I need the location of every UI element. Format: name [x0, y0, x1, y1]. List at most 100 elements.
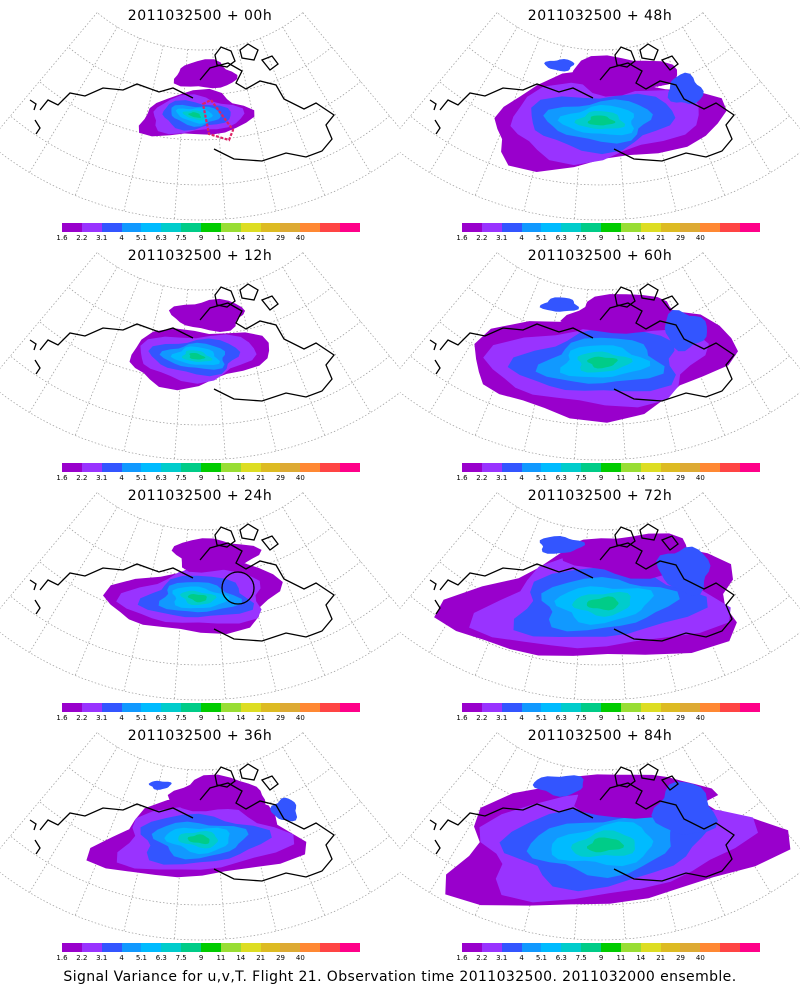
latitude-circle — [39, 321, 361, 381]
coastline — [429, 523, 735, 642]
colorbar-swatch — [501, 463, 522, 472]
colorbar-swatch — [581, 223, 602, 232]
meridian-line — [0, 252, 98, 369]
meridian-line — [0, 732, 98, 849]
colorbar-tick-label: 7.5 — [575, 234, 587, 242]
colorbar-tick-label: 1.6 — [456, 234, 468, 242]
colorbar-tick-label: 7.5 — [575, 474, 587, 482]
colorbar-swatch — [740, 703, 760, 712]
meridian-line — [429, 506, 518, 653]
colorbar-swatch — [720, 703, 741, 712]
colorbar-swatch — [620, 943, 641, 952]
meridian-line — [682, 26, 771, 173]
flight-track — [201, 98, 235, 142]
colorbar-swatch — [141, 943, 162, 952]
colorbar-swatch — [260, 943, 281, 952]
colorbar-tick-label: 1.6 — [56, 474, 68, 482]
colorbar-tick-label: 6.3 — [555, 954, 567, 962]
latitude-circle — [439, 81, 761, 141]
coastline-asia — [39, 563, 194, 591]
colorbar-swatch — [260, 703, 281, 712]
map-panel: 2011032500 + 72h 1.6 2.2 3.1 4 5.1 6.3 7.5 9 11 14… — [400, 480, 800, 722]
variance-contour — [656, 546, 711, 596]
coastline-north-america — [599, 302, 735, 402]
latitude-circle — [39, 801, 361, 861]
coastline-asia — [439, 83, 594, 111]
latitude-circle — [496, 492, 704, 531]
meridian-line — [0, 12, 98, 129]
colorbar-swatch — [541, 223, 562, 232]
colorbar-ticks: 1.6 2.2 3.1 4 5.1 6.3 7.5 9 11 14 21 29 40 — [56, 954, 360, 964]
colorbar-swatch — [201, 943, 221, 952]
colorbar-swatch — [581, 463, 602, 472]
colorbar-tick-label: 21 — [256, 474, 266, 482]
coastline-arctic-islands — [614, 763, 679, 791]
meridian-line — [702, 12, 800, 129]
colorbar-swatch — [700, 223, 721, 232]
colorbar-tick-label: 29 — [276, 234, 285, 242]
latitude-circle — [410, 355, 790, 426]
variance-contour — [148, 780, 172, 790]
colorbar-tick-label: 9 — [598, 714, 604, 722]
colorbar-tick-label: 40 — [295, 474, 305, 482]
map-plot — [400, 252, 800, 461]
meridian-line — [400, 492, 498, 609]
colorbar-swatch — [660, 223, 681, 232]
colorbar-tick-label: 9 — [198, 714, 204, 722]
coastline-kamchatka — [429, 99, 441, 135]
colorbar-swatch — [462, 943, 482, 952]
colorbar-tick-label: 1.6 — [56, 714, 68, 722]
colorbar-swatch — [700, 943, 721, 952]
coastline-kamchatka — [429, 579, 441, 615]
coastline-arctic-islands — [214, 523, 279, 551]
colorbar-swatch — [280, 943, 301, 952]
colorbar-ticks: 1.6 2.2 3.1 4 5.1 6.3 7.5 9 11 14 21 29 40 — [56, 474, 360, 484]
variance-contour — [539, 536, 586, 554]
colorbar-tick-label: 40 — [295, 954, 305, 962]
colorbar-swatch — [121, 223, 142, 232]
colorbar-tick-label: 11 — [216, 474, 226, 482]
colorbar-ticks: 1.6 2.2 3.1 4 5.1 6.3 7.5 9 11 14 21 29 40 — [456, 234, 760, 244]
colorbar-swatch — [700, 703, 721, 712]
latitude-circle — [0, 391, 400, 461]
colorbar-tick-label: 4 — [519, 954, 524, 962]
meridian-line — [260, 277, 326, 436]
colorbar — [62, 223, 360, 232]
colorbar-tick-label: 4 — [119, 954, 124, 962]
meridian-line — [302, 492, 400, 609]
colorbar-swatch — [81, 463, 102, 472]
colorbar-tick-label: 5.1 — [135, 954, 148, 962]
colorbar-swatch — [161, 223, 182, 232]
colorbar-tick-label: 2.2 — [76, 954, 88, 962]
colorbar-swatch — [260, 463, 281, 472]
map-panel: 2011032500 + 36h 1.6 2.2 3.1 4 5.1 6.3 7.5 9 11 14… — [0, 720, 400, 962]
map-plot — [400, 12, 800, 221]
colorbar-tick-label: 11 — [616, 954, 626, 962]
latitude-circle — [496, 252, 704, 291]
latitude-circle — [10, 355, 390, 426]
colorbar-swatch — [300, 703, 321, 712]
colorbar-tick-label: 7.5 — [175, 954, 187, 962]
coastline — [29, 43, 335, 162]
colorbar-swatch — [501, 943, 522, 952]
colorbar-swatch — [561, 463, 582, 472]
latitude-circle — [96, 732, 304, 771]
colorbar-tick-label: 21 — [256, 714, 266, 722]
variance-field — [445, 774, 791, 906]
colorbar-tick-label: 5.1 — [535, 954, 548, 962]
coastline-north-america — [199, 782, 335, 882]
meridian-line — [702, 252, 800, 369]
colorbar-ticks: 1.6 2.2 3.1 4 5.1 6.3 7.5 9 11 14 21 29 40 — [456, 714, 760, 724]
colorbar-tick-label: 9 — [598, 474, 604, 482]
colorbar-swatch — [320, 223, 341, 232]
colorbar-tick-label: 1.6 — [56, 234, 68, 242]
colorbar-swatch — [181, 943, 202, 952]
meridian-line — [702, 492, 800, 609]
latitude-circle — [96, 12, 304, 51]
colorbar-swatch — [620, 223, 641, 232]
colorbar-tick-label: 14 — [636, 954, 646, 962]
colorbar-tick-label: 4 — [519, 474, 524, 482]
colorbar-tick-label: 4 — [119, 714, 124, 722]
colorbar-swatch — [561, 943, 582, 952]
